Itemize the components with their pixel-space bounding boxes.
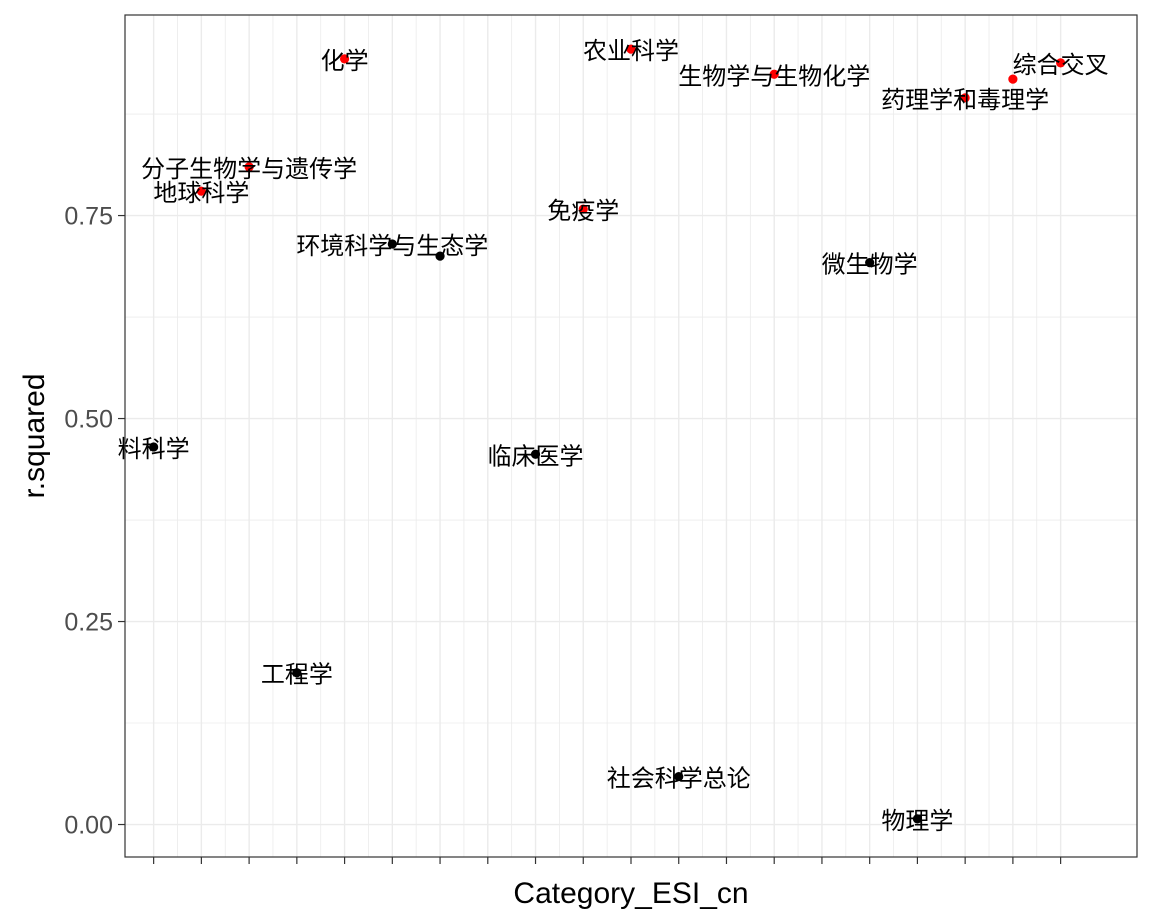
point-label: 综合交叉	[1013, 51, 1109, 79]
data-point	[674, 772, 684, 782]
y-axis-title: r.squared	[18, 373, 51, 498]
point-label: 生物学与生物化学	[678, 62, 870, 90]
data-point	[912, 814, 923, 824]
data-point	[1008, 74, 1018, 84]
point-label: 化学	[321, 47, 369, 75]
point-label: 农业科学	[583, 37, 679, 65]
point-label: 药理学和毒理学	[881, 86, 1049, 114]
y-tick-label: 0.75	[64, 203, 113, 231]
axes: 0.00 0.25 0.50 0.75	[64, 203, 1062, 864]
data-point	[292, 668, 302, 678]
data-point	[769, 69, 779, 79]
point-label: 地球科学	[153, 179, 249, 207]
point-label: 工程学	[261, 661, 333, 689]
point-label: 料科学	[118, 435, 190, 463]
y-tick-label: 0.00	[64, 812, 113, 840]
data-point	[196, 186, 206, 196]
data-point	[626, 44, 636, 54]
point-label: 分子生物学与遗传学	[141, 155, 357, 183]
x-axis-title: Category_ESI_cn	[513, 877, 748, 910]
point-label: 环境科学与生态学	[296, 232, 488, 260]
point-label: 微生物学	[822, 251, 918, 279]
data-point	[960, 93, 970, 103]
point-label: 物理学	[881, 807, 953, 835]
point-label: 临床医学	[488, 442, 584, 470]
y-tick-label: 0.25	[64, 609, 113, 637]
y-tick-label: 0.50	[64, 406, 113, 434]
point-label: 免疫学	[547, 197, 619, 225]
data-point	[387, 239, 397, 249]
point-label: 社会科学总论	[607, 765, 751, 793]
data-point	[435, 251, 445, 261]
grid-lines	[125, 15, 1137, 857]
data-point	[530, 449, 541, 459]
data-point	[1056, 58, 1066, 68]
data-point	[339, 54, 350, 64]
data-points	[149, 44, 1066, 824]
data-point	[578, 204, 588, 214]
data-point	[865, 258, 875, 268]
data-point	[149, 442, 159, 452]
data-point	[244, 162, 254, 172]
